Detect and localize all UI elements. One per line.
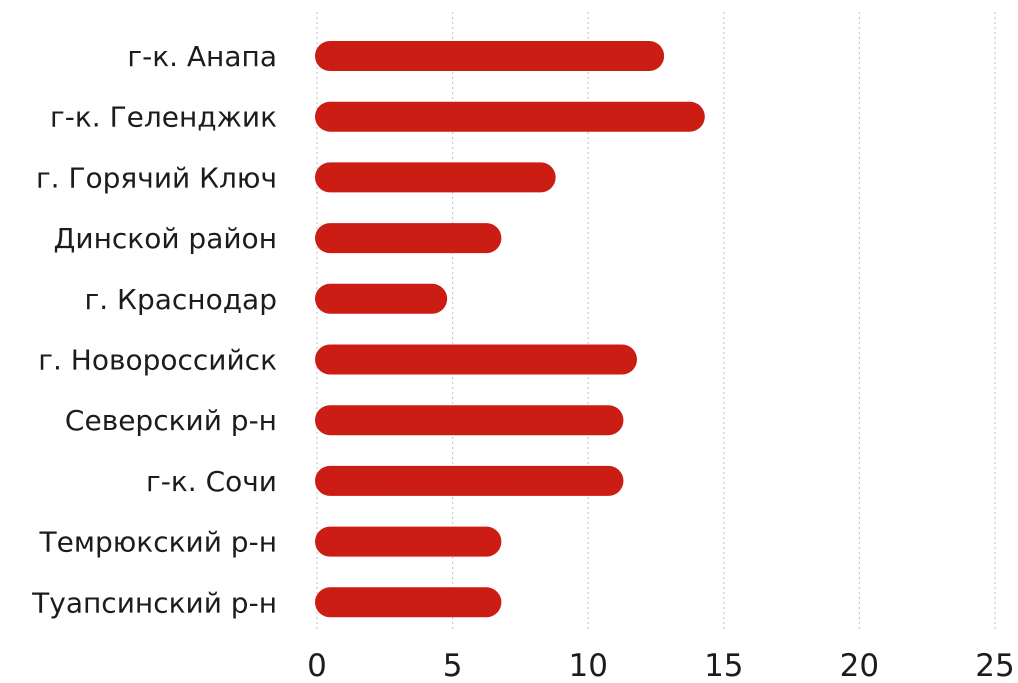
bar [315,587,502,618]
bar [315,405,624,436]
bar [315,223,502,254]
category-label: г-к. Анапа [127,40,277,73]
category-label: г. Горячий Ключ [36,161,277,194]
x-tick-label: 0 [307,648,327,683]
x-tick-label: 20 [840,648,879,683]
bar [315,344,638,375]
bar [315,465,624,496]
x-tick-label: 25 [975,648,1014,683]
bar [315,526,502,557]
category-label: Туапсинский р-н [31,586,277,619]
x-tick-label: 5 [443,648,463,683]
category-label: г. Новороссийск [38,344,277,377]
bars [315,41,705,618]
category-label: г-к. Сочи [146,465,277,498]
bar [315,101,705,132]
category-label: г. Краснодар [85,283,277,316]
bar [315,41,665,71]
category-label: Темрюкский р-н [39,526,278,559]
category-labels: г-к. Анапа г-к. Геленджик г. Горячий Ключ Д… [31,40,277,619]
x-tick-label: 15 [704,648,743,683]
category-label: Северский р-н [65,404,277,437]
bar [315,162,556,193]
category-label: г-к. Геленджик [50,101,277,134]
x-tick-label: 10 [568,648,607,683]
category-label: Динской район [54,222,277,255]
bar [315,283,448,314]
x-axis-ticks: 0 5 10 15 20 25 [307,648,1015,683]
